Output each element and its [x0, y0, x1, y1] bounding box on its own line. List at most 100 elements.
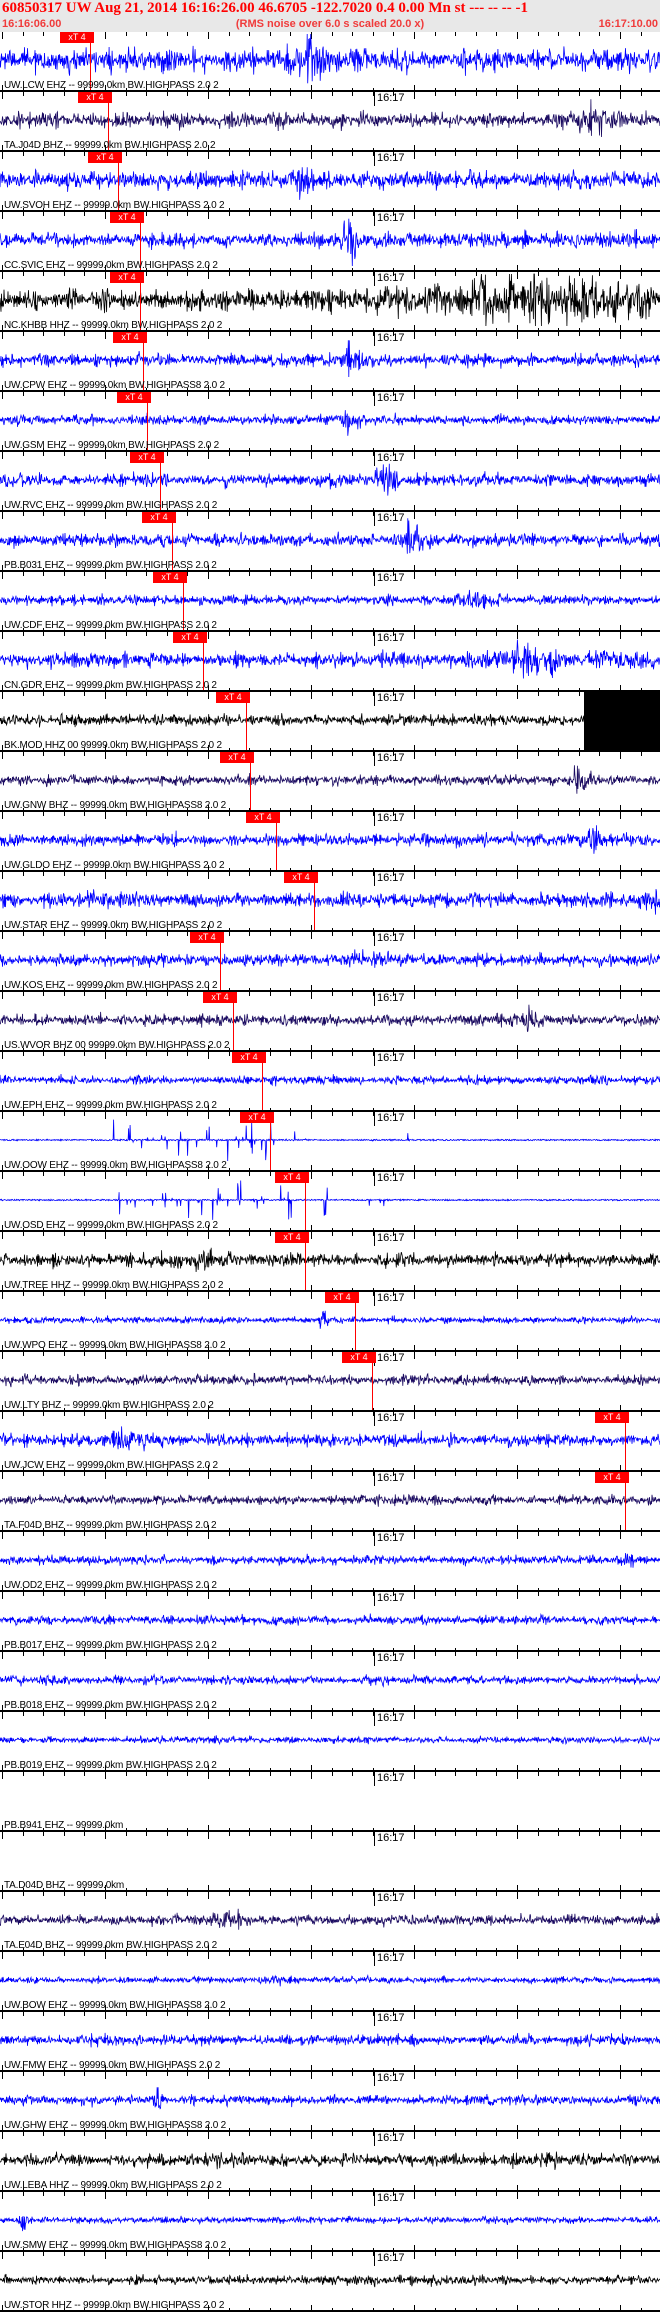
- trace-station-label: UW.LEBA HHZ -- 99999.0km BW.HIGHPASS 2.0…: [4, 2180, 222, 2191]
- trace-row[interactable]: 16:17 xT 4 UW.CDF EHZ -- 99999.0km BW.HI…: [0, 572, 660, 632]
- waveform: [0, 712, 660, 728]
- minute-tick: [374, 1412, 375, 1426]
- header-panel: 60850317 UW Aug 21, 2014 16:16:26.00 46.…: [0, 0, 660, 32]
- trace-row[interactable]: 16:17 xT 4 TA.F04D BHZ -- 99999.0km BW.H…: [0, 1472, 660, 1532]
- minute-time-label: 16:17: [377, 512, 405, 524]
- minute-time-label: 16:17: [377, 1472, 405, 1484]
- minute-time-label: 16:17: [377, 1952, 405, 1964]
- window-end-time: 16:17:10.00: [598, 18, 658, 30]
- trace-row[interactable]: 16:17 xT 4 PB.B031 EHZ -- 99999.0km BW.H…: [0, 512, 660, 572]
- minute-time-label: 16:17: [377, 1112, 405, 1124]
- minute-time-label: 16:17: [377, 1052, 405, 1064]
- trace-row[interactable]: 16:17 xT 4 CN.GDR EHZ -- 99999.0km BW.HI…: [0, 632, 660, 692]
- minute-time-label: 16:17: [377, 1772, 405, 1784]
- trace-station-label: UW.BOW EHZ -- 99999.0km BW.HIGHPASS8 2.0…: [4, 2000, 226, 2011]
- trace-row[interactable]: 16:17 UW.STOR HHZ -- 99999.0km BW.HIGHPA…: [0, 2252, 660, 2312]
- trace-station-label: UW.EPH EHZ -- 99999.0km BW.HIGHPASS 2.0 …: [4, 1100, 217, 1111]
- waveform: [0, 463, 660, 496]
- trace-row[interactable]: 16:17 xT 4 CC.SVIC EHZ -- 99999.0km BW.H…: [0, 212, 660, 272]
- trace-row[interactable]: 16:17 xT 4 UW.KOS EHZ -- 99999.0km BW.HI…: [0, 932, 660, 992]
- waveform: [0, 889, 660, 915]
- trace-row[interactable]: 16:17 xT 4 UW.GNW BHZ -- 99999.0km BW.HI…: [0, 752, 660, 812]
- minute-tick: [374, 1832, 375, 1846]
- trace-row[interactable]: 16:17 UW.FMW EHZ -- 99999.0km BW.HIGHPAS…: [0, 2012, 660, 2072]
- waveform: [0, 1004, 660, 1033]
- trace-station-label: PB.B017 EHZ -- 99999.0km BW.HIGHPASS 2.0…: [4, 1640, 217, 1651]
- trace-row[interactable]: 16:17 xT 4 UW.GLDO EHZ -- 99999.0km BW.H…: [0, 812, 660, 872]
- trace-row[interactable]: 16:17 xT 4 UW.SVOH EHZ -- 99999.0km BW.H…: [0, 152, 660, 212]
- minute-time-label: 16:17: [377, 1652, 405, 1664]
- trace-row[interactable]: 16:17 UW.OD2 EHZ -- 99999.0km BW.HIGHPAS…: [0, 1532, 660, 1592]
- trace-row[interactable]: 16:17 TA.E04D BHZ -- 99999.0km BW.HIGHPA…: [0, 1892, 660, 1952]
- trace-row[interactable]: xT 4 UW.LCW EHZ -- 99999.0km BW.HIGHPASS…: [0, 32, 660, 92]
- trace-station-label: UW.CDF EHZ -- 99999.0km BW.HIGHPASS 2.0 …: [4, 620, 217, 631]
- minute-time-label: 16:17: [377, 212, 405, 224]
- minute-tick: [374, 872, 375, 886]
- trace-row[interactable]: 16:17 xT 4 UW.CPW EHZ -- 99999.0km BW.HI…: [0, 332, 660, 392]
- trace-station-label: UW.STOR HHZ -- 99999.0km BW.HIGHPASS 2.0…: [4, 2300, 225, 2311]
- minute-tick: [374, 1472, 375, 1486]
- minute-tick: [374, 1292, 375, 1306]
- trace-row[interactable]: 16:17 xT 4 UW.EPH EHZ -- 99999.0km BW.HI…: [0, 1052, 660, 1112]
- minute-time-label: 16:17: [377, 392, 405, 404]
- trace-row[interactable]: 16:17 xT 4 UW.LTY BHZ -- 99999.0km BW.HI…: [0, 1352, 660, 1412]
- trace-row[interactable]: 16:17 xT 4 UW.STAR EHZ -- 99999.0km BW.H…: [0, 872, 660, 932]
- minute-tick: [374, 1532, 375, 1546]
- trace-row[interactable]: 16:17 xT 4 UW.TREE HHZ -- 99999.0km BW.H…: [0, 1232, 660, 1292]
- trace-row[interactable]: 16:17 xT 4 UW.OOW EHZ -- 99999.0km BW.HI…: [0, 1112, 660, 1172]
- minute-tick: [374, 692, 375, 706]
- trace-row[interactable]: 16:17 xT 4 BK.MOD HHZ 00 99999.0km BW.HI…: [0, 692, 660, 752]
- trace-row[interactable]: 16:17 UW.GHW EHZ -- 99999.0km BW.HIGHPAS…: [0, 2072, 660, 2132]
- waveform: [0, 99, 660, 138]
- trace-row[interactable]: 16:17 xT 4 UW.RVC EHZ -- 99999.0km BW.HI…: [0, 452, 660, 512]
- trace-station-label: BK.MOD HHZ 00 99999.0km BW.HIGHPASS 2.0 …: [4, 740, 222, 751]
- minute-tick: [374, 1352, 375, 1366]
- minute-time-label: 16:17: [377, 1832, 405, 1844]
- trace-row[interactable]: 16:17 xT 4 TA.J04D BHZ -- 99999.0km BW.H…: [0, 92, 660, 152]
- minute-tick: [374, 1712, 375, 1726]
- trace-row[interactable]: 16:17 xT 4 NC.KHBB HHZ -- 99999.0km BW.H…: [0, 272, 660, 332]
- minute-time-label: 16:17: [377, 1412, 405, 1424]
- trace-station-label: UW.LCW EHZ -- 99999.0km BW.HIGHPASS 2.0 …: [4, 80, 219, 91]
- minute-time-label: 16:17: [377, 452, 405, 464]
- trace-row[interactable]: 16:17 PB.B018 EHZ -- 99999.0km BW.HIGHPA…: [0, 1652, 660, 1712]
- minute-tick: [374, 632, 375, 646]
- trace-row[interactable]: 16:17 PB.B019 EHZ -- 99999.0km BW.HIGHPA…: [0, 1712, 660, 1772]
- trace-row[interactable]: 16:17 TA.D04D BHZ -- 99999.0km: [0, 1832, 660, 1892]
- minute-tick: [374, 512, 375, 526]
- trace-row[interactable]: 16:17 UW.LEBA HHZ -- 99999.0km BW.HIGHPA…: [0, 2132, 660, 2192]
- window-start-time: 16:16:06.00: [2, 18, 62, 30]
- trace-row[interactable]: 16:17 xT 4 UW.JCW EHZ -- 99999.0km BW.HI…: [0, 1412, 660, 1472]
- waveform: [0, 825, 660, 854]
- waveform: [0, 2032, 660, 2048]
- trace-station-label: US.WVOR BHZ 00 99999.0km BW.HIGHPASS 2.0…: [4, 1040, 230, 1051]
- trace-station-label: CC.SVIC EHZ -- 99999.0km BW.HIGHPASS 2.0…: [4, 260, 218, 271]
- minute-tick: [374, 752, 375, 766]
- waveform: [0, 2273, 660, 2288]
- minute-tick: [374, 2192, 375, 2206]
- waveform: [0, 589, 660, 610]
- minute-tick: [374, 2012, 375, 2026]
- minute-tick: [374, 272, 375, 286]
- waveform: [0, 1310, 660, 1329]
- waveform: [0, 1119, 660, 1162]
- trace-station-label: TA.E04D BHZ -- 99999.0km BW.HIGHPASS 2.0…: [4, 1940, 217, 1951]
- trace-row[interactable]: 16:17 UW.SMW EHZ -- 99999.0km BW.HIGHPAS…: [0, 2192, 660, 2252]
- clipped-signal-block: [584, 692, 660, 750]
- trace-row[interactable]: 16:17 UW.BOW EHZ -- 99999.0km BW.HIGHPAS…: [0, 1952, 660, 2012]
- trace-station-label: PB.B018 EHZ -- 99999.0km BW.HIGHPASS 2.0…: [4, 1700, 217, 1711]
- minute-tick: [374, 1112, 375, 1126]
- minute-time-label: 16:17: [377, 812, 405, 824]
- minute-time-label: 16:17: [377, 1352, 405, 1364]
- trace-row[interactable]: 16:17 xT 4 UW.GSM EHZ -- 99999.0km BW.HI…: [0, 392, 660, 452]
- trace-row[interactable]: 16:17 xT 4 US.WVOR BHZ 00 99999.0km BW.H…: [0, 992, 660, 1052]
- trace-station-label: TA.D04D BHZ -- 99999.0km: [4, 1880, 125, 1891]
- trace-row[interactable]: 16:17 PB.B017 EHZ -- 99999.0km BW.HIGHPA…: [0, 1592, 660, 1652]
- trace-row[interactable]: 16:17 xT 4 UW.OSD EHZ -- 99999.0km BW.HI…: [0, 1172, 660, 1232]
- trace-row[interactable]: 16:17 xT 4 UW.WPO EHZ -- 99999.0km BW.HI…: [0, 1292, 660, 1352]
- waveform: [0, 1247, 660, 1273]
- trace-row[interactable]: 16:17 PB.B941 EHZ -- 99999.0km: [0, 1772, 660, 1832]
- minute-time-label: 16:17: [377, 2192, 405, 2204]
- minute-tick: [374, 1052, 375, 1066]
- minute-time-label: 16:17: [377, 152, 405, 164]
